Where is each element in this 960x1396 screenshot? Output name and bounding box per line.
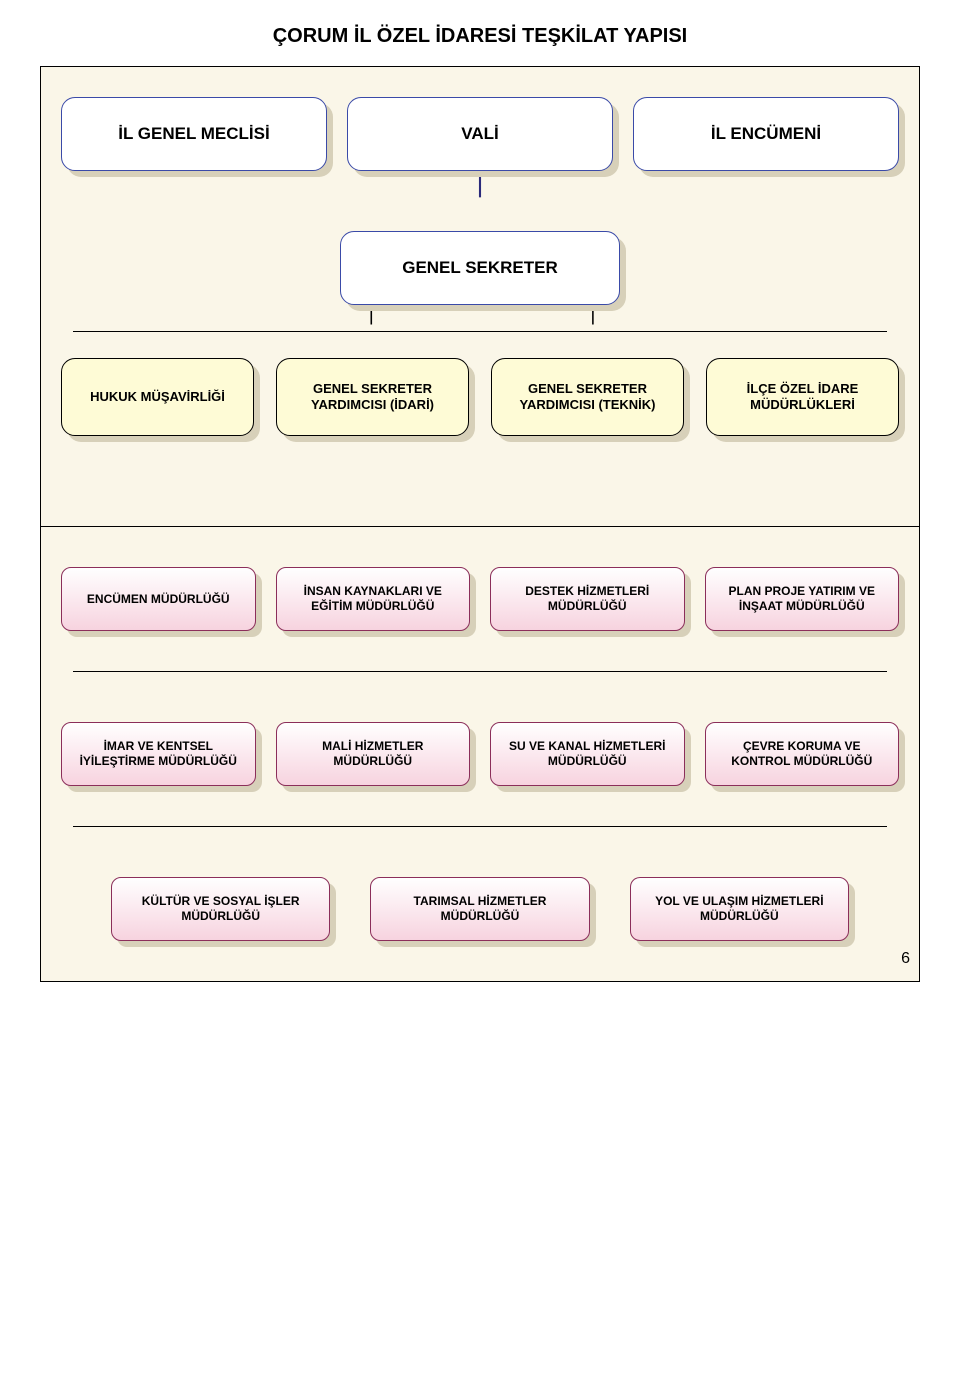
node-label: PLAN PROJE YATIRIM VE İNŞAAT MÜDÜRLÜĞÜ xyxy=(705,567,900,631)
page-number: 6 xyxy=(901,950,910,968)
level1-row: İL GENEL MECLİSİ VALİ İL ENCÜMENİ xyxy=(61,97,899,171)
dept-tarimsal: TARIMSAL HİZMETLER MÜDÜRLÜĞÜ xyxy=(370,877,589,941)
node-genel-sekreter: GENEL SEKRETER xyxy=(340,231,620,305)
dept-plan-proje: PLAN PROJE YATIRIM VE İNŞAAT MÜDÜRLÜĞÜ xyxy=(705,567,900,631)
node-label: GENEL SEKRETER YARDIMCISI (TEKNİK) xyxy=(491,358,684,436)
node-label: SU VE KANAL HİZMETLERİ MÜDÜRLÜĞÜ xyxy=(490,722,685,786)
node-yardimci-teknik: GENEL SEKRETER YARDIMCISI (TEKNİK) xyxy=(491,358,684,436)
node-label: DESTEK HİZMETLERİ MÜDÜRLÜĞÜ xyxy=(490,567,685,631)
dept-encumen: ENCÜMEN MÜDÜRLÜĞÜ xyxy=(61,567,256,631)
dept-kultur-sosyal: KÜLTÜR VE SOSYAL İŞLER MÜDÜRLÜĞÜ xyxy=(111,877,330,941)
node-label: İLÇE ÖZEL İDARE MÜDÜRLÜKLERİ xyxy=(706,358,899,436)
dept-destek-hizmetleri: DESTEK HİZMETLERİ MÜDÜRLÜĞÜ xyxy=(490,567,685,631)
level3-row: HUKUK MÜŞAVİRLİĞİ GENEL SEKRETER YARDIMC… xyxy=(61,358,899,436)
connector-horizontal xyxy=(73,331,887,332)
node-label: VALİ xyxy=(347,97,613,171)
dept-divider-2 xyxy=(73,826,887,827)
dept-mali-hizmetler: MALİ HİZMETLER MÜDÜRLÜĞÜ xyxy=(276,722,471,786)
node-label: ENCÜMEN MÜDÜRLÜĞÜ xyxy=(61,567,256,631)
dept-row-2: İMAR VE KENTSEL İYİLEŞTİRME MÜDÜRLÜĞÜ MA… xyxy=(61,722,899,786)
node-label: ÇEVRE KORUMA VE KONTROL MÜDÜRLÜĞÜ xyxy=(705,722,900,786)
node-label: İL GENEL MECLİSİ xyxy=(61,97,327,171)
org-chart-panel: İL GENEL MECLİSİ VALİ İL ENCÜMENİ GENEL … xyxy=(40,66,920,982)
dept-imar-kentsel: İMAR VE KENTSEL İYİLEŞTİRME MÜDÜRLÜĞÜ xyxy=(61,722,256,786)
node-il-genel-meclisi: İL GENEL MECLİSİ xyxy=(61,97,327,171)
node-il-encumeni: İL ENCÜMENİ xyxy=(633,97,899,171)
node-label: İL ENCÜMENİ xyxy=(633,97,899,171)
dept-su-kanal: SU VE KANAL HİZMETLERİ MÜDÜRLÜĞÜ xyxy=(490,722,685,786)
node-label: YOL VE ULAŞIM HİZMETLERİ MÜDÜRLÜĞÜ xyxy=(630,877,849,941)
node-label: GENEL SEKRETER YARDIMCISI (İDARİ) xyxy=(276,358,469,436)
node-hukuk-musavirligi: HUKUK MÜŞAVİRLİĞİ xyxy=(61,358,254,436)
node-label: MALİ HİZMETLER MÜDÜRLÜĞÜ xyxy=(276,722,471,786)
node-ilce-ozel-idare: İLÇE ÖZEL İDARE MÜDÜRLÜKLERİ xyxy=(706,358,899,436)
dept-cevre-koruma: ÇEVRE KORUMA VE KONTROL MÜDÜRLÜĞÜ xyxy=(705,722,900,786)
node-label: İNSAN KAYNAKLARI VE EĞİTİM MÜDÜRLÜĞÜ xyxy=(276,567,471,631)
node-label: İMAR VE KENTSEL İYİLEŞTİRME MÜDÜRLÜĞÜ xyxy=(61,722,256,786)
dept-insan-kaynaklari: İNSAN KAYNAKLARI VE EĞİTİM MÜDÜRLÜĞÜ xyxy=(276,567,471,631)
level2-row: GENEL SEKRETER xyxy=(61,231,899,305)
node-label: KÜLTÜR VE SOSYAL İŞLER MÜDÜRLÜĞÜ xyxy=(111,877,330,941)
node-vali: VALİ xyxy=(347,97,613,171)
section-divider xyxy=(41,526,919,527)
dept-yol-ulasim: YOL VE ULAŞIM HİZMETLERİ MÜDÜRLÜĞÜ xyxy=(630,877,849,941)
dept-row-3: KÜLTÜR VE SOSYAL İŞLER MÜDÜRLÜĞÜ TARIMSA… xyxy=(61,877,899,941)
node-label: TARIMSAL HİZMETLER MÜDÜRLÜĞÜ xyxy=(370,877,589,941)
node-label: GENEL SEKRETER xyxy=(340,231,620,305)
connector-lines xyxy=(41,67,919,981)
node-yardimci-idari: GENEL SEKRETER YARDIMCISI (İDARİ) xyxy=(276,358,469,436)
node-label: HUKUK MÜŞAVİRLİĞİ xyxy=(61,358,254,436)
dept-row-1: ENCÜMEN MÜDÜRLÜĞÜ İNSAN KAYNAKLARI VE EĞ… xyxy=(61,567,899,631)
page-title: ÇORUM İL ÖZEL İDARESİ TEŞKİLAT YAPISI xyxy=(0,0,960,66)
dept-divider-1 xyxy=(73,671,887,672)
